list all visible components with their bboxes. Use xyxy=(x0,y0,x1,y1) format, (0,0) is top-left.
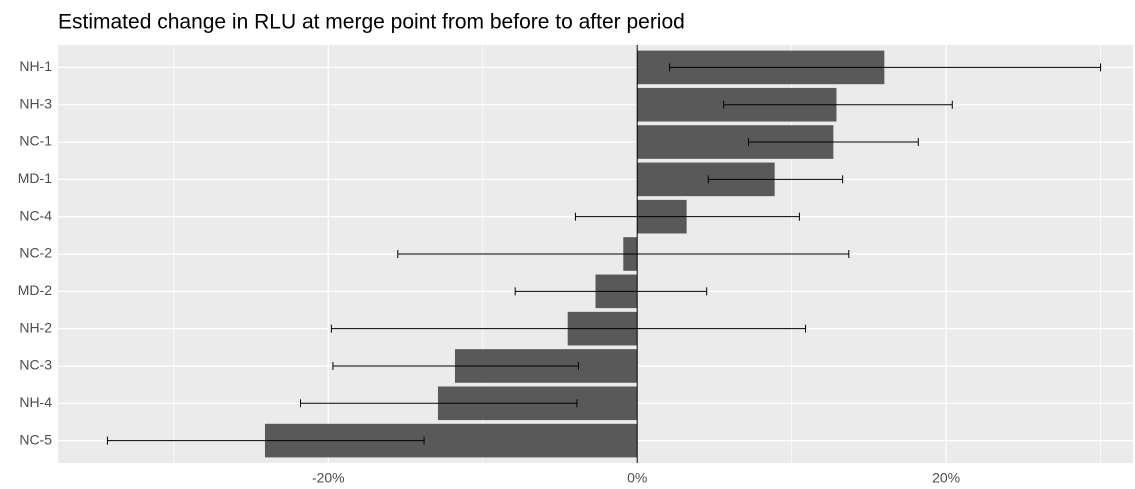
x-tick-label: 0% xyxy=(627,470,647,486)
error-bar xyxy=(332,361,580,370)
error-bar xyxy=(723,100,953,109)
x-tick-label: 20% xyxy=(932,470,960,486)
y-tick-label: NC-3 xyxy=(19,357,52,373)
y-tick-label: NH-4 xyxy=(19,394,52,410)
error-bar xyxy=(574,212,800,221)
y-tick-label: NH-3 xyxy=(19,95,52,111)
error-bar xyxy=(106,436,425,445)
y-tick-label: NC-5 xyxy=(19,431,52,447)
y-tick-label: NH-2 xyxy=(19,319,52,335)
x-tick-label: -20% xyxy=(312,470,345,486)
y-tick-label: MD-1 xyxy=(18,170,52,186)
y-tick-label: MD-2 xyxy=(18,282,52,298)
error-bar xyxy=(669,63,1102,72)
error-bar xyxy=(299,399,578,408)
chart-title: Estimated change in RLU at merge point f… xyxy=(58,11,685,34)
y-tick-label: NH-1 xyxy=(19,58,52,74)
error-bar xyxy=(707,175,844,184)
error-bar xyxy=(330,324,807,333)
error-bar xyxy=(514,287,708,296)
error-bar xyxy=(397,250,850,258)
error-bar xyxy=(747,138,919,147)
y-tick-label: NC-4 xyxy=(19,207,52,223)
y-tick-label: NC-1 xyxy=(19,133,52,149)
y-tick-label: NC-2 xyxy=(19,245,52,261)
